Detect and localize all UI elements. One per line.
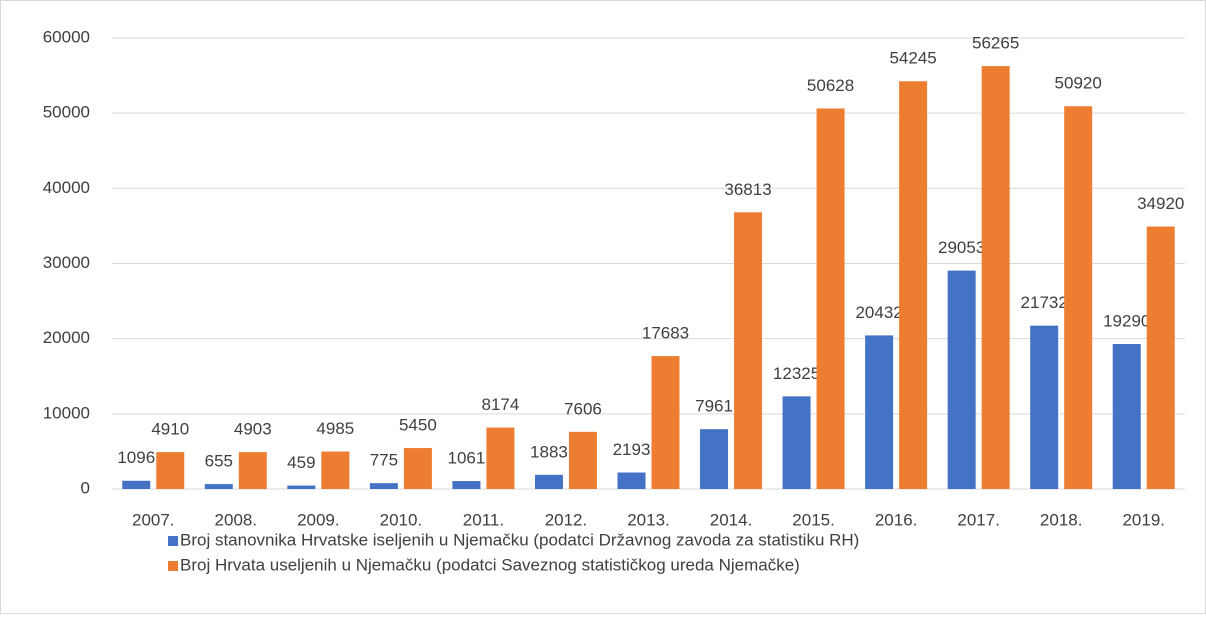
bar [369, 483, 398, 489]
x-tick-label: 2015. [792, 510, 835, 529]
data-label: 655 [205, 452, 233, 471]
bar [287, 485, 316, 489]
data-label: 459 [287, 453, 315, 472]
bar [782, 396, 811, 489]
data-label: 50920 [1055, 74, 1102, 93]
bar [122, 480, 151, 489]
x-tick-label: 2013. [627, 510, 670, 529]
data-label: 7606 [564, 399, 602, 418]
x-tick-label: 2017. [957, 510, 1000, 529]
bar [981, 66, 1010, 489]
data-label: 1061 [448, 449, 486, 468]
data-label: 4985 [316, 419, 354, 438]
data-label: 5450 [399, 416, 437, 435]
bar [1064, 106, 1093, 489]
data-label: 54245 [889, 49, 936, 68]
bar [734, 212, 763, 490]
x-tick-label: 2018. [1040, 510, 1083, 529]
bar [816, 108, 845, 489]
data-label: 20432 [855, 303, 902, 322]
bar [865, 335, 894, 489]
y-tick-label: 10000 [43, 403, 90, 422]
bar [534, 474, 563, 489]
x-tick-label: 2010. [380, 510, 423, 529]
data-label: 4910 [151, 420, 189, 439]
bar [486, 427, 515, 489]
data-label: 21732 [1021, 293, 1068, 312]
y-tick-label: 50000 [43, 103, 90, 122]
data-label: 1096 [117, 448, 155, 467]
data-label: 29053 [938, 238, 985, 257]
data-label: 19290 [1103, 311, 1150, 330]
bar [238, 452, 267, 489]
y-tick-label: 30000 [43, 253, 90, 272]
y-tick-label: 0 [81, 478, 90, 497]
y-tick-label: 60000 [43, 27, 90, 46]
bar [321, 451, 350, 489]
x-tick-label: 2007. [132, 510, 175, 529]
legend-label: Broj stanovnika Hrvatske iseljenih u Nje… [180, 530, 859, 549]
x-tick-label: 2019. [1122, 510, 1165, 529]
bar [452, 481, 481, 489]
data-label: 2193 [613, 440, 651, 459]
data-label: 8174 [482, 395, 520, 414]
bar [700, 429, 729, 489]
y-tick-label: 20000 [43, 328, 90, 347]
data-label: 12325 [773, 364, 820, 383]
data-label: 1883 [530, 442, 568, 461]
data-label: 36813 [724, 180, 771, 199]
data-label: 7961 [695, 397, 733, 416]
bar [1112, 344, 1141, 489]
data-label: 56265 [972, 34, 1019, 53]
x-tick-label: 2012. [545, 510, 588, 529]
data-label: 17683 [642, 324, 689, 343]
bar [1030, 325, 1059, 489]
x-tick-label: 2011. [463, 510, 504, 529]
bar [651, 356, 680, 489]
bar [617, 472, 646, 489]
legend-label: Broj Hrvata useljenih u Njemačku (podatc… [180, 555, 800, 574]
bar [1146, 226, 1175, 489]
x-tick-label: 2009. [297, 510, 340, 529]
bar [403, 448, 432, 489]
y-tick-label: 40000 [43, 178, 90, 197]
x-tick-label: 2014. [710, 510, 753, 529]
bar [568, 431, 597, 489]
bar [947, 270, 976, 489]
data-label: 775 [370, 451, 398, 470]
bar [156, 452, 185, 489]
data-label: 34920 [1137, 194, 1184, 213]
x-tick-label: 2016. [875, 510, 918, 529]
bar [204, 484, 233, 489]
bar [899, 81, 928, 489]
legend-swatch [168, 536, 178, 546]
data-label: 4903 [234, 420, 272, 439]
legend-swatch [168, 561, 178, 571]
x-tick-label: 2008. [215, 510, 258, 529]
data-label: 50628 [807, 76, 854, 95]
